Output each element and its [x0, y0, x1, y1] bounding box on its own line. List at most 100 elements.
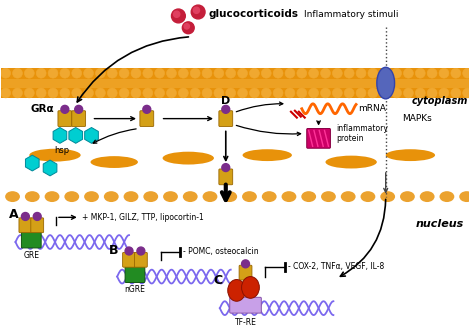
Circle shape — [380, 68, 390, 78]
Circle shape — [184, 24, 190, 29]
Circle shape — [202, 68, 212, 78]
FancyBboxPatch shape — [31, 218, 44, 233]
Text: A: A — [9, 208, 18, 221]
Ellipse shape — [326, 156, 377, 168]
FancyBboxPatch shape — [19, 218, 32, 233]
Ellipse shape — [64, 191, 79, 202]
Circle shape — [173, 11, 180, 17]
Circle shape — [285, 68, 295, 78]
Circle shape — [12, 68, 22, 78]
Circle shape — [415, 88, 425, 98]
Ellipse shape — [439, 191, 454, 202]
Circle shape — [237, 88, 247, 98]
Circle shape — [463, 68, 473, 78]
Circle shape — [427, 68, 437, 78]
FancyBboxPatch shape — [307, 129, 330, 148]
Circle shape — [380, 88, 390, 98]
Circle shape — [125, 247, 133, 255]
Circle shape — [0, 68, 10, 78]
Circle shape — [451, 68, 461, 78]
Text: C: C — [213, 274, 222, 287]
Bar — [0, 68, 469, 98]
Circle shape — [344, 68, 354, 78]
Ellipse shape — [29, 149, 81, 162]
Ellipse shape — [420, 191, 435, 202]
FancyBboxPatch shape — [21, 232, 41, 248]
Circle shape — [75, 105, 82, 113]
FancyBboxPatch shape — [230, 297, 261, 313]
Circle shape — [273, 68, 283, 78]
Circle shape — [166, 88, 176, 98]
Bar — [0, 79, 469, 88]
Circle shape — [95, 88, 105, 98]
FancyBboxPatch shape — [135, 252, 147, 267]
Text: GRE: GRE — [23, 251, 39, 260]
Text: - POMC, osteocalcin: - POMC, osteocalcin — [183, 247, 259, 256]
FancyBboxPatch shape — [219, 111, 233, 127]
Ellipse shape — [377, 67, 394, 99]
Circle shape — [107, 88, 117, 98]
Circle shape — [273, 88, 283, 98]
Circle shape — [143, 88, 153, 98]
Text: cytoplasm: cytoplasm — [412, 96, 468, 106]
Ellipse shape — [341, 191, 356, 202]
Circle shape — [463, 88, 473, 98]
Circle shape — [320, 88, 330, 98]
Circle shape — [190, 88, 200, 98]
Circle shape — [392, 68, 401, 78]
Circle shape — [131, 88, 141, 98]
Ellipse shape — [282, 191, 296, 202]
Ellipse shape — [242, 191, 257, 202]
Circle shape — [60, 88, 70, 98]
Circle shape — [356, 88, 366, 98]
Circle shape — [190, 68, 200, 78]
Ellipse shape — [243, 149, 292, 161]
Circle shape — [178, 68, 188, 78]
Circle shape — [368, 68, 378, 78]
Ellipse shape — [301, 191, 316, 202]
Circle shape — [261, 88, 271, 98]
Circle shape — [214, 68, 224, 78]
Circle shape — [309, 68, 319, 78]
Circle shape — [193, 7, 200, 13]
Circle shape — [131, 68, 141, 78]
Circle shape — [155, 88, 164, 98]
Ellipse shape — [104, 191, 118, 202]
Text: nGRE: nGRE — [125, 285, 146, 294]
Circle shape — [166, 68, 176, 78]
Text: B: B — [109, 244, 119, 257]
Circle shape — [119, 68, 129, 78]
Ellipse shape — [386, 149, 435, 161]
FancyBboxPatch shape — [58, 111, 72, 127]
Circle shape — [249, 68, 259, 78]
Text: inflammatory
protein: inflammatory protein — [337, 124, 388, 143]
Circle shape — [60, 68, 70, 78]
Circle shape — [72, 88, 82, 98]
Circle shape — [172, 9, 185, 23]
Circle shape — [451, 88, 461, 98]
Circle shape — [107, 68, 117, 78]
Ellipse shape — [400, 191, 415, 202]
Circle shape — [222, 105, 230, 113]
Circle shape — [261, 68, 271, 78]
Circle shape — [439, 68, 449, 78]
Circle shape — [309, 88, 319, 98]
Ellipse shape — [5, 191, 20, 202]
Text: TF-RE: TF-RE — [235, 318, 256, 327]
Circle shape — [285, 88, 295, 98]
Circle shape — [83, 88, 93, 98]
FancyBboxPatch shape — [140, 111, 154, 127]
Circle shape — [143, 68, 153, 78]
Circle shape — [439, 88, 449, 98]
Circle shape — [237, 68, 247, 78]
Circle shape — [415, 68, 425, 78]
Text: mRNA: mRNA — [358, 104, 386, 113]
Circle shape — [95, 68, 105, 78]
FancyBboxPatch shape — [123, 252, 136, 267]
Text: glucocorticoids: glucocorticoids — [208, 9, 298, 19]
Ellipse shape — [183, 191, 198, 202]
Circle shape — [83, 68, 93, 78]
FancyBboxPatch shape — [72, 111, 86, 127]
Polygon shape — [85, 128, 99, 143]
Circle shape — [226, 88, 236, 98]
